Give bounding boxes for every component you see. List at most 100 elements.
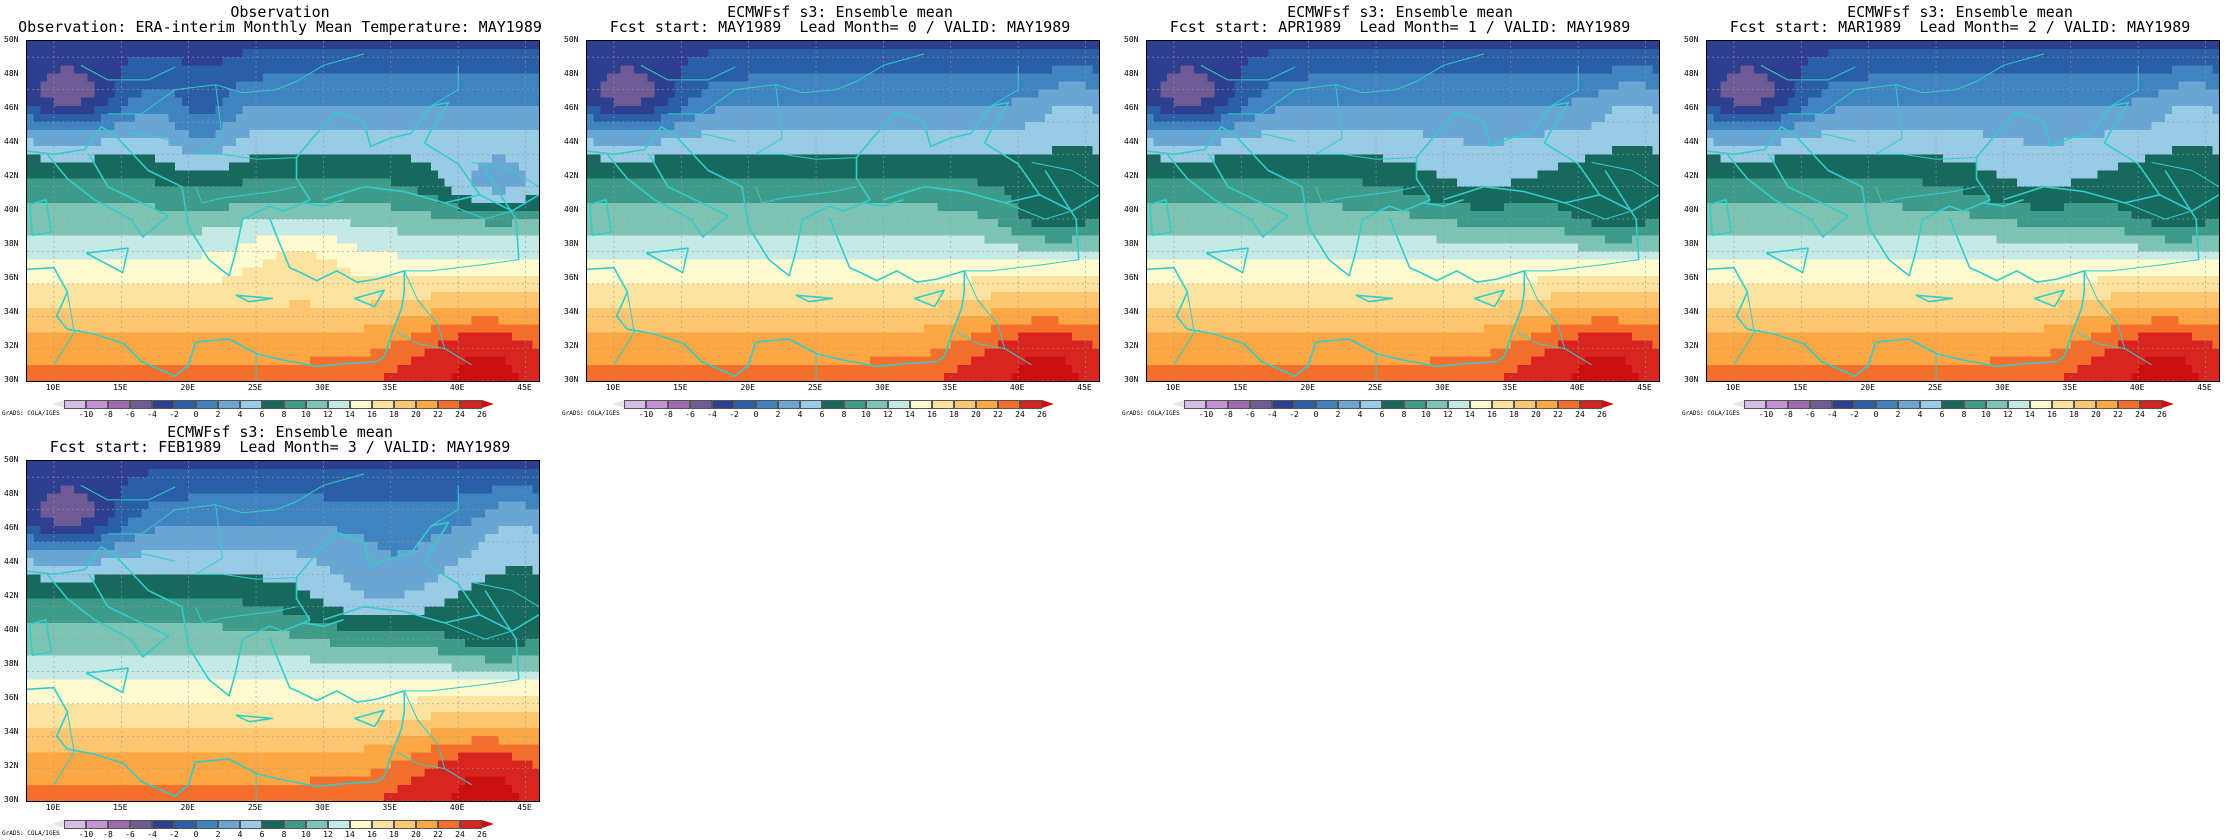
colorbar-swatch <box>976 400 998 409</box>
grads-credit: GrADS: COLA/IGES <box>2 410 60 417</box>
lat-label: 44N <box>1684 137 1699 146</box>
colorbar-swatch <box>1338 400 1360 409</box>
lat-label: 40N <box>4 625 19 634</box>
colorbar-swatch <box>460 820 482 829</box>
lon-label: 25E <box>1927 383 1943 392</box>
colorbar-swatch <box>1020 400 1042 409</box>
colorbar-tick: 24 <box>1575 410 1585 419</box>
lat-label: 40N <box>1124 205 1139 214</box>
colorbar-swatch <box>646 400 668 409</box>
lat-label: 38N <box>4 239 19 248</box>
map-panel: ECMWFsf s3: Ensemble mean Fcst start: MAR… <box>1680 0 2240 420</box>
colorbar-swatch <box>1492 400 1514 409</box>
colorbar-swatch <box>1876 400 1898 409</box>
lon-label: 40E <box>449 383 465 392</box>
lon-label: 15E <box>1793 383 1808 392</box>
lat-label: 30N <box>4 795 19 804</box>
panel-subtitle: Observation: ERA-interim Monthly Mean Te… <box>18 18 542 36</box>
colorbar-tick: 18 <box>389 410 399 419</box>
lon-label: 25E <box>1367 383 1383 392</box>
colorbar-swatch <box>1810 400 1832 409</box>
panel-subtitle: Fcst start: MAY1989 Lead Month= 0 / VALI… <box>609 18 1071 36</box>
lon-label: 20E <box>180 383 195 392</box>
lat-label: 38N <box>4 659 19 668</box>
lon-label: 45E <box>517 383 532 392</box>
lon-label: 35E <box>1502 383 1518 392</box>
map-canvas <box>1147 41 1659 381</box>
colorbar-tick: 14 <box>345 830 355 839</box>
colorbar-tick: 8 <box>281 830 287 839</box>
lat-label: 44N <box>4 137 19 146</box>
colorbar-tick: 16 <box>367 410 377 419</box>
colorbar-swatch <box>262 400 284 409</box>
colorbar-tick: 16 <box>2047 410 2057 419</box>
colorbar-swatch <box>932 400 954 409</box>
colorbar-swatch <box>998 400 1020 409</box>
colorbar-tick: 8 <box>1961 410 1967 419</box>
colorbar-tick: 2 <box>775 410 781 419</box>
colorbar-swatch <box>130 400 152 409</box>
lat-label: 38N <box>1684 239 1699 248</box>
colorbar-tick: 12 <box>323 830 333 839</box>
colorbar-swatch <box>196 820 218 829</box>
lat-label: 30N <box>4 375 19 384</box>
colorbar-swatch <box>218 400 240 409</box>
panel-subtitle: Fcst start: MAR1989 Lead Month= 2 / VALI… <box>1729 18 2191 36</box>
colorbar-tick: -10 <box>638 410 654 419</box>
colorbar-tick: 6 <box>1939 410 1945 419</box>
lat-label: 46N <box>1684 103 1699 112</box>
colorbar-swatch <box>196 400 218 409</box>
colorbar-tick: -10 <box>78 410 94 419</box>
lon-label: 20E <box>180 803 195 812</box>
panel-subtitle: Fcst start: APR1989 Lead Month= 1 / VALI… <box>1169 18 1631 36</box>
colorbar-tick: 0 <box>193 830 199 839</box>
lon-label: 30E <box>315 803 330 812</box>
colorbar-tick: 10 <box>301 410 311 419</box>
colorbar-swatch <box>800 400 822 409</box>
colorbar-swatch <box>152 400 174 409</box>
colorbar-swatch <box>1964 400 1986 409</box>
map-canvas <box>27 461 539 801</box>
colorbar-swatch <box>1360 400 1382 409</box>
colorbar-swatch <box>1404 400 1426 409</box>
lat-label: 38N <box>564 239 579 248</box>
lat-label: 36N <box>4 273 19 282</box>
lat-label: 50N <box>4 455 19 464</box>
panel-title: ECMWFsf s3: Ensemble mean <box>167 423 393 441</box>
colorbar-swatch <box>174 820 196 829</box>
lon-label: 40E <box>449 803 465 812</box>
colorbar-low-arrow <box>52 400 64 408</box>
colorbar-tick: 4 <box>237 410 243 419</box>
colorbar-swatch <box>218 820 240 829</box>
colorbar-tick: -4 <box>1267 410 1277 419</box>
colorbar-tick: 26 <box>1037 410 1047 419</box>
lat-label: 48N <box>4 489 19 498</box>
lon-label: 25E <box>247 803 263 812</box>
colorbar-swatch <box>822 400 844 409</box>
colorbar-tick: -2 <box>1289 410 1299 419</box>
colorbar-swatch <box>64 400 86 409</box>
lat-label: 38N <box>1124 239 1139 248</box>
colorbar-tick: -8 <box>1783 410 1793 419</box>
colorbar-tick: 24 <box>1015 410 1025 419</box>
lon-label: 25E <box>807 383 823 392</box>
colorbar-tick: 8 <box>1401 410 1407 419</box>
colorbar-tick: 8 <box>841 410 847 419</box>
colorbar-swatch <box>1558 400 1580 409</box>
colorbar-tick: 12 <box>2003 410 2013 419</box>
colorbar-tick: 24 <box>455 830 465 839</box>
lon-label: 20E <box>740 383 755 392</box>
grads-credit: GrADS: COLA/IGES <box>2 830 60 837</box>
colorbar-swatch <box>888 400 910 409</box>
colorbar-swatch <box>778 400 800 409</box>
colorbar-tick: 4 <box>1357 410 1363 419</box>
colorbar-swatch <box>1426 400 1448 409</box>
colorbar-tick: -8 <box>1223 410 1233 419</box>
colorbar-tick: 6 <box>1379 410 1385 419</box>
colorbar-tick: -8 <box>103 830 113 839</box>
colorbar-tick: 2 <box>215 410 221 419</box>
colorbar-tick: 22 <box>2113 410 2123 419</box>
colorbar-tick: 26 <box>477 410 487 419</box>
colorbar-tick: 0 <box>193 410 199 419</box>
lat-label: 46N <box>4 103 19 112</box>
